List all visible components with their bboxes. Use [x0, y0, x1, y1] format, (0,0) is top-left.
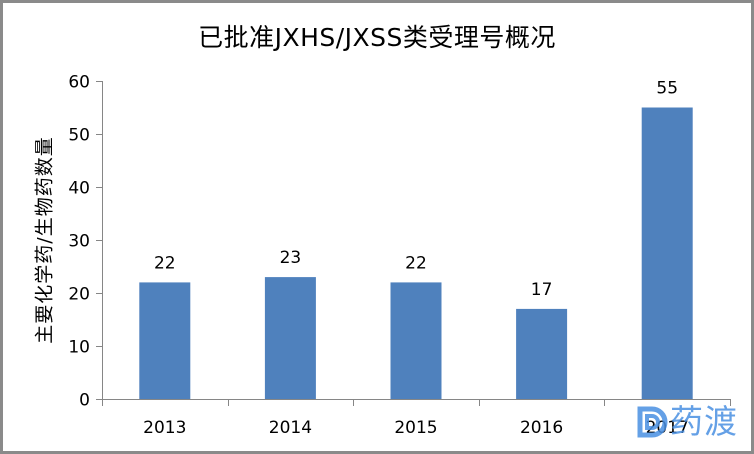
bar [390, 282, 442, 399]
watermark: 药渡 [632, 402, 738, 442]
y-tick-label: 0 [79, 391, 90, 411]
x-tick-label: 2013 [143, 418, 186, 438]
bar-series: 22 23 22 17 55 [139, 79, 693, 399]
data-label: 55 [656, 79, 678, 99]
x-tick-label: 2016 [520, 418, 563, 438]
data-label: 22 [405, 253, 427, 273]
y-tick-label: 20 [68, 285, 90, 305]
yaodu-logo-icon [637, 406, 668, 438]
y-axis: 0 10 20 30 40 50 60 [68, 73, 103, 411]
y-tick-label: 50 [68, 126, 90, 146]
x-tick-label: 2014 [269, 418, 312, 438]
bar [139, 282, 191, 399]
chart-title: 已批准JXHS/JXSS类受理号概况 [198, 23, 556, 52]
data-label: 23 [280, 248, 302, 268]
bar [264, 277, 316, 399]
y-tick-label: 40 [68, 179, 90, 199]
watermark-text: 药渡 [670, 402, 738, 441]
data-label: 17 [531, 280, 553, 300]
bar [516, 308, 568, 399]
data-label: 22 [154, 253, 176, 273]
y-tick-label: 60 [68, 73, 90, 93]
bar [641, 107, 693, 399]
y-tick-label: 30 [68, 232, 90, 252]
y-tick-label: 10 [68, 338, 90, 358]
x-tick-label: 2015 [394, 418, 437, 438]
